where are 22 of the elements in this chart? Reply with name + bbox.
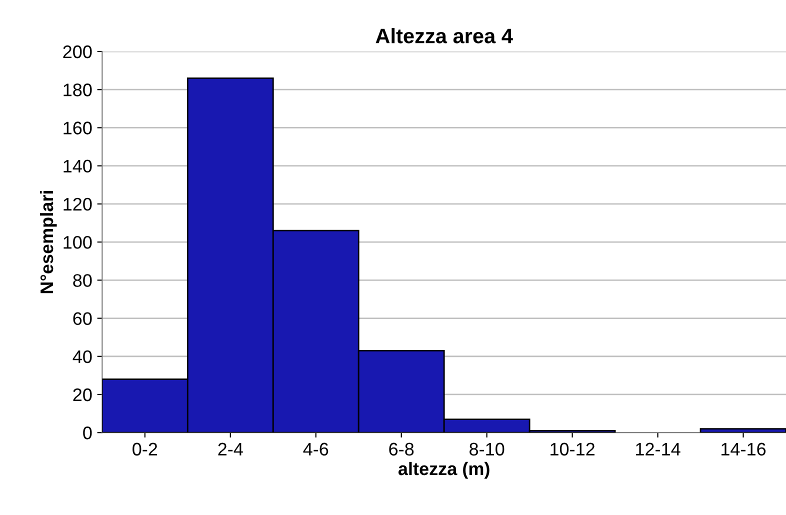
y-tick-label: 0 [83,426,92,440]
y-tick-label: 140 [64,160,92,173]
y-tick-label: 160 [64,122,92,134]
x-tick-label: 2-4 [218,442,243,456]
y-tick-label: 200 [63,45,92,58]
x-axis-title: altezza (m) [398,462,490,479]
y-tick-label: 80 [73,274,92,287]
y-tick-label: 100 [64,236,92,249]
y-tick-label: 60 [73,312,92,325]
y-tick-label: 20 [73,388,92,402]
x-tick-label: 0-2 [132,442,158,456]
x-tick-label: 12-14 [636,442,680,456]
x-tick-label: 14-16 [722,442,766,456]
y-tick-label: 40 [72,350,92,364]
y-tick-label: 120 [64,198,92,211]
x-tick-label: 8-10 [470,442,504,456]
y-axis-title: N°esemplari [40,191,57,294]
x-tick-label: 6-8 [389,442,414,456]
y-tick-label: 180 [64,84,92,96]
x-tick-label: 4-6 [303,442,328,456]
chart-title: Altezza area 4 [376,28,513,44]
x-tick-label: 10-12 [550,442,594,456]
